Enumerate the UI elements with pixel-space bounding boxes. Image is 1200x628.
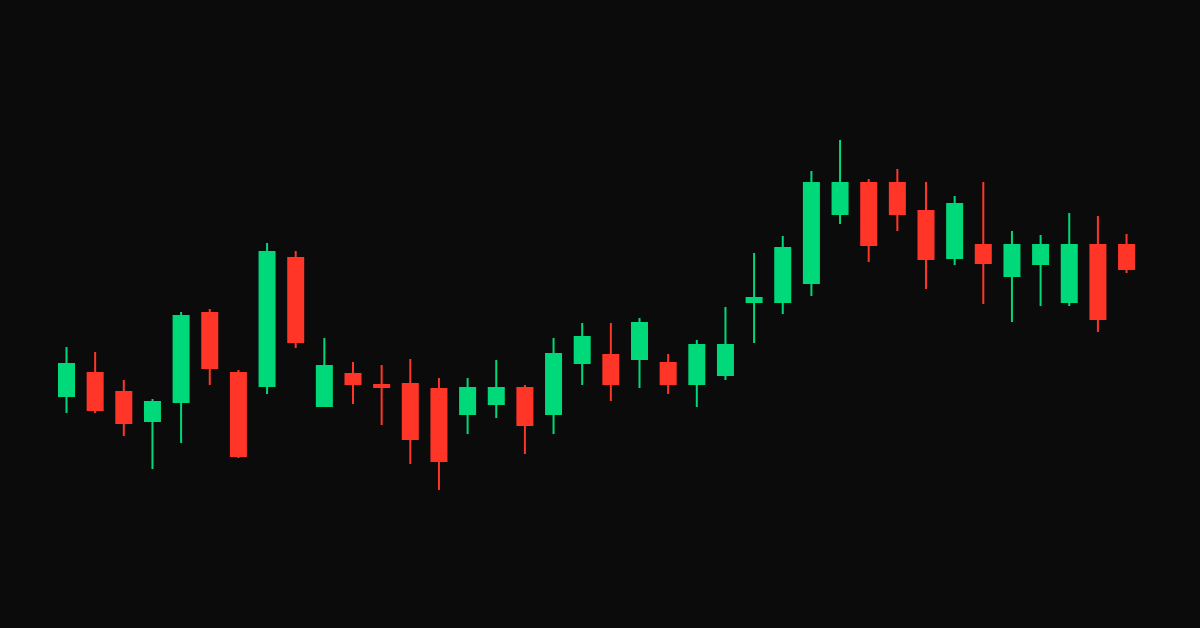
candle-body <box>946 203 964 259</box>
candle-37 <box>1089 216 1107 332</box>
candle-15 <box>459 378 477 434</box>
candle-body <box>373 384 391 388</box>
candle-13 <box>401 359 419 464</box>
candle-body <box>974 244 992 264</box>
candle-21 <box>631 318 648 388</box>
candle-body <box>401 383 419 440</box>
candle-body <box>774 247 792 303</box>
candle-body <box>860 182 878 246</box>
candle-body <box>172 315 190 403</box>
candle-body <box>315 365 333 407</box>
candle-6 <box>201 309 219 385</box>
candle-body <box>143 401 161 422</box>
candle-body <box>487 387 505 405</box>
candle-body <box>802 182 820 284</box>
candle-31 <box>917 182 935 289</box>
candle-38 <box>1118 234 1136 273</box>
candle-27 <box>802 171 820 296</box>
candle-body <box>602 354 620 385</box>
candle-2 <box>86 352 104 413</box>
candle-body <box>659 362 677 385</box>
candle-7 <box>229 370 247 458</box>
candle-28 <box>831 140 849 224</box>
candle-19 <box>573 323 591 385</box>
candle-8 <box>258 243 276 394</box>
candle-5 <box>172 312 190 443</box>
candle-body <box>1060 244 1078 303</box>
candle-14 <box>430 378 448 490</box>
candle-26 <box>774 236 792 314</box>
candle-10 <box>315 338 333 407</box>
candle-wick <box>380 365 383 425</box>
candle-1 <box>58 347 75 413</box>
candle-32 <box>946 196 964 265</box>
candle-body <box>430 388 448 462</box>
candle-body <box>831 182 849 215</box>
candle-body <box>258 251 276 387</box>
candle-body <box>573 336 591 364</box>
candle-body <box>745 297 763 303</box>
candle-16 <box>487 360 505 418</box>
candle-25 <box>745 253 763 343</box>
candle-4 <box>143 399 161 469</box>
candle-body <box>1089 244 1107 320</box>
candle-body <box>917 210 935 260</box>
candle-body <box>115 391 133 424</box>
candle-20 <box>602 323 620 401</box>
candle-33 <box>974 182 992 304</box>
candle-body <box>459 387 477 415</box>
candle-body <box>688 344 706 385</box>
candle-body <box>716 344 734 376</box>
candle-30 <box>888 169 906 231</box>
candle-body <box>86 372 104 411</box>
candle-12 <box>373 365 391 425</box>
candle-34 <box>1003 231 1021 322</box>
candle-body <box>545 353 563 415</box>
candle-17 <box>516 385 534 454</box>
candle-wick <box>982 182 985 304</box>
candle-36 <box>1060 213 1078 306</box>
candle-body <box>1118 244 1136 270</box>
candle-body <box>516 387 534 426</box>
candle-body <box>1032 244 1050 265</box>
candle-body <box>1003 244 1021 277</box>
candle-3 <box>115 380 133 436</box>
candle-22 <box>659 354 677 394</box>
candle-9 <box>287 251 305 348</box>
candle-wick <box>724 307 727 380</box>
candle-body <box>287 257 305 343</box>
candle-body <box>201 312 219 369</box>
candle-body <box>229 372 247 457</box>
candle-body <box>58 363 75 397</box>
candle-23 <box>688 340 706 407</box>
candle-wick <box>1039 235 1042 306</box>
candle-29 <box>860 179 878 262</box>
candle-wick <box>151 399 154 469</box>
candle-18 <box>545 338 563 434</box>
candle-35 <box>1032 235 1050 306</box>
candle-body <box>344 373 362 385</box>
candle-11 <box>344 362 362 404</box>
candle-body <box>888 182 906 215</box>
candle-24 <box>716 307 734 380</box>
candle-body <box>631 322 648 360</box>
